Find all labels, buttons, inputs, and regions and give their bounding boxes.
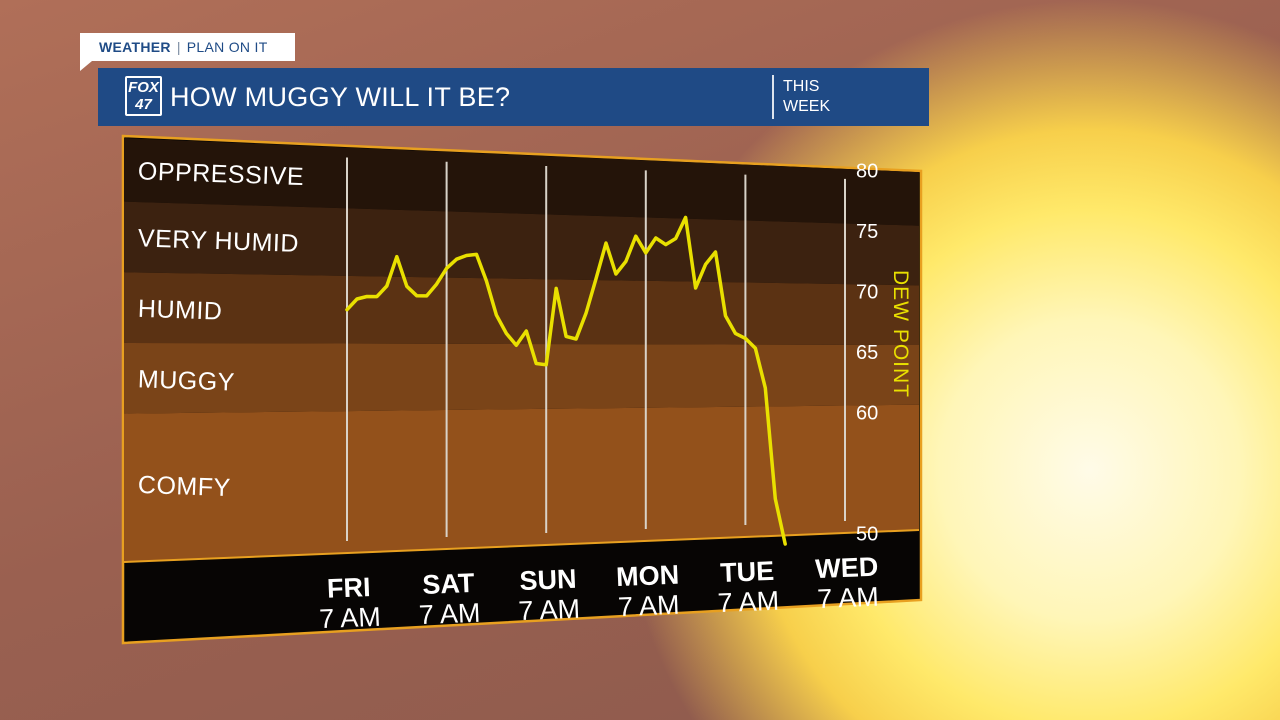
day-name: SUN <box>519 564 577 596</box>
day-hour: 7 AM <box>717 586 780 618</box>
brand-tail <box>80 61 92 71</box>
brand-separator: | <box>176 39 181 55</box>
band-oppressive <box>124 138 919 226</box>
brand-tagline: PLAN ON IT <box>186 39 268 55</box>
y-tick-label: 50 <box>856 524 878 546</box>
day-hour: 7 AM <box>817 582 880 614</box>
day-hour: 7 AM <box>518 594 581 626</box>
y-tick-label: 65 <box>856 342 878 364</box>
band-label: COMFY <box>137 471 231 502</box>
plot-baseline <box>123 529 920 563</box>
brand-section: WEATHER <box>99 39 171 55</box>
day-name: TUE <box>720 556 775 588</box>
title-divider <box>772 75 774 119</box>
y-tick-label: 60 <box>856 402 878 424</box>
band-label: VERY HUMID <box>137 224 299 258</box>
station-logo: FOX 47 <box>125 76 162 116</box>
day-name: MON <box>616 560 680 593</box>
day-name: SAT <box>422 568 476 600</box>
day-hour: 7 AM <box>319 602 382 634</box>
period-label: THIS WEEK <box>783 78 831 115</box>
band-label: OPPRESSIVE <box>137 157 304 191</box>
y-axis-label: DEW POINT <box>889 270 912 398</box>
band-label: MUGGY <box>137 365 235 396</box>
page-title: HOW MUGGY WILL IT BE? <box>170 82 511 112</box>
day-hour: 7 AM <box>418 598 481 630</box>
title-bar: FOX 47 HOW MUGGY WILL IT BE? THIS WEEK <box>98 68 929 126</box>
band-label: HUMID <box>137 295 222 326</box>
day-name: FRI <box>326 572 371 604</box>
band-muggy <box>124 342 919 414</box>
band-comfy <box>124 404 919 562</box>
day-hour: 7 AM <box>617 590 680 622</box>
brand-banner: WEATHER | PLAN ON IT <box>80 33 295 61</box>
y-tick-label: 80 <box>856 160 878 182</box>
band-very-humid <box>124 201 919 286</box>
day-name: WED <box>815 552 879 585</box>
y-tick-label: 70 <box>856 281 878 303</box>
comfort-bands <box>124 138 919 562</box>
day-gridlines <box>346 157 846 542</box>
y-tick-label: 75 <box>856 221 878 243</box>
dew-point-line <box>345 215 787 546</box>
dew-point-axis: 80 75 70 65 60 50 <box>856 160 878 545</box>
band-labels: OPPRESSIVE VERY HUMID HUMID MUGGY COMFY <box>137 157 304 502</box>
